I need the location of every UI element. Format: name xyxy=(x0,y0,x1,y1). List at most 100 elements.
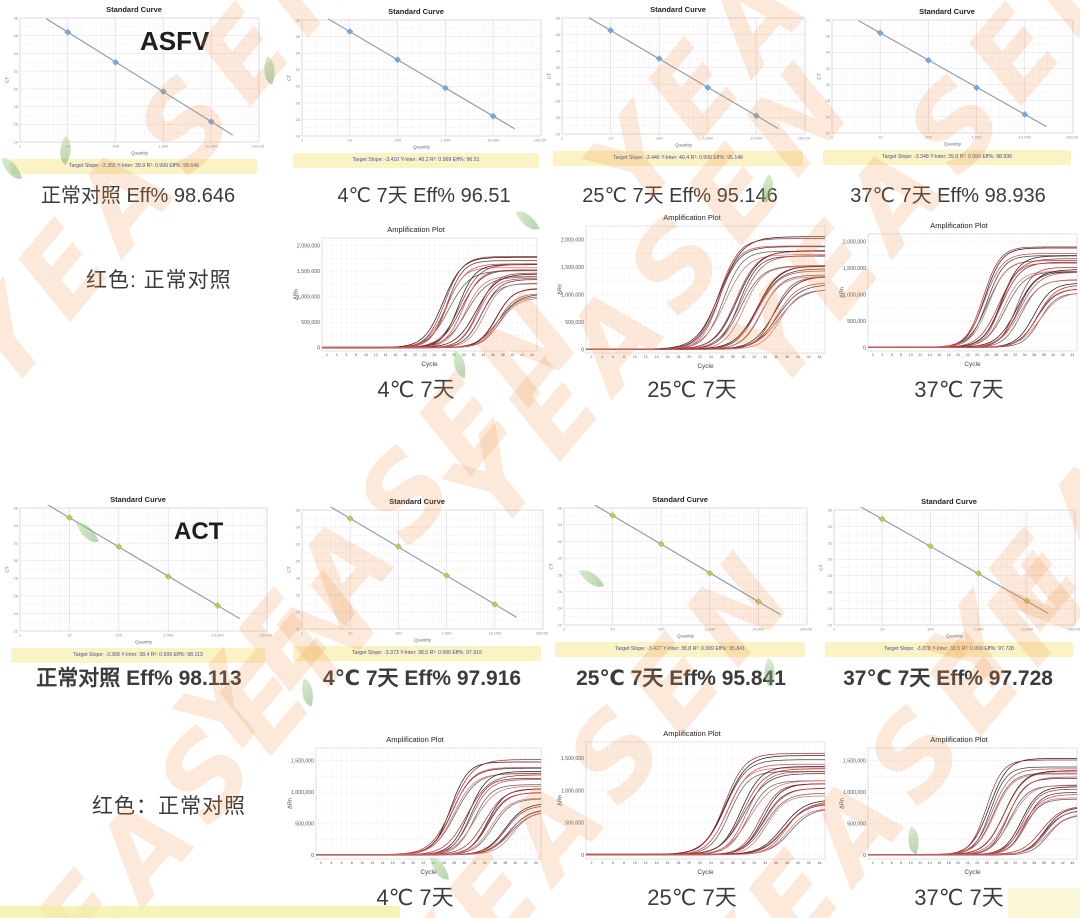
svg-text:24: 24 xyxy=(432,353,436,357)
svg-text:34: 34 xyxy=(763,355,767,359)
svg-text:1,500,000: 1,500,000 xyxy=(291,758,314,764)
standard-curve-chart: 22 24 26 28 30 32 34 36 1 10 100 1,000 10,000 100,000… xyxy=(5,505,272,645)
svg-text:34: 34 xyxy=(763,861,767,865)
svg-text:1,000,000: 1,000,000 xyxy=(561,788,584,794)
svg-text:28: 28 xyxy=(731,355,735,359)
svg-text:1,000,000: 1,000,000 xyxy=(297,295,320,301)
svg-text:36: 36 xyxy=(14,33,19,38)
svg-text:1,000,000: 1,000,000 xyxy=(843,790,866,796)
svg-text:26: 26 xyxy=(826,114,831,119)
svg-text:2,000,000: 2,000,000 xyxy=(297,243,320,249)
svg-text:8: 8 xyxy=(900,353,902,357)
svg-text:1,000: 1,000 xyxy=(440,138,451,143)
svg-text:26: 26 xyxy=(296,592,301,597)
svg-text:24: 24 xyxy=(826,130,831,135)
svg-text:10,000: 10,000 xyxy=(205,144,218,149)
act-amp-panel-25c: Amplification Plot 0 500,000 1,000,000 1,50… xyxy=(556,728,828,876)
svg-text:32: 32 xyxy=(472,353,476,357)
svg-text:30: 30 xyxy=(828,557,833,562)
svg-text:Cycle: Cycle xyxy=(421,361,438,368)
caption-asfv-amp-25c: 25℃ 7天 xyxy=(647,377,737,402)
standard-curve-chart: 22 24 26 28 30 32 34 36 1 10 100 1,000 10,000 100,000… xyxy=(549,505,812,639)
svg-text:100,000: 100,000 xyxy=(798,136,810,141)
svg-text:100: 100 xyxy=(395,631,402,636)
svg-text:36: 36 xyxy=(556,32,561,37)
asfv-amp-panel-37c: Amplification Plot 0 500,000 1,000,000 1,50… xyxy=(838,220,1080,368)
act-std-panel-25c: Standard Curve 22 24 26 28 30 32 34 36 1 10 100 1,0… xyxy=(548,494,812,658)
svg-text:36: 36 xyxy=(774,355,778,359)
svg-text:ΔRn: ΔRn xyxy=(294,289,300,300)
caption-act-std-normal: 正常对照 Eff% 98.113 xyxy=(36,667,242,690)
svg-text:16: 16 xyxy=(937,353,941,357)
svg-text:30: 30 xyxy=(462,353,466,357)
asfv-std-panel-4c: Standard Curve 24 26 28 30 32 34 36 38 1 10 100 1,0… xyxy=(286,6,546,169)
svg-text:34: 34 xyxy=(483,861,487,865)
svg-text:22: 22 xyxy=(14,628,19,633)
svg-text:22: 22 xyxy=(698,861,702,865)
svg-text:20: 20 xyxy=(687,355,691,359)
standard-curve-chart: 24 26 28 30 32 34 36 38 1 10 100 1,000 10,000 100,000… xyxy=(287,17,547,149)
svg-text:ΔRn: ΔRn xyxy=(558,284,564,295)
svg-text:100: 100 xyxy=(394,138,401,143)
standard-curve-chart: 22 24 26 28 30 32 34 36 1 10 100 1,000 10,000 100,000… xyxy=(819,507,1080,639)
svg-text:10: 10 xyxy=(878,135,883,140)
svg-text:36: 36 xyxy=(493,861,497,865)
svg-text:26: 26 xyxy=(720,861,724,865)
svg-text:10: 10 xyxy=(880,627,885,632)
plot-title: Standard Curve xyxy=(921,497,977,506)
svg-text:32: 32 xyxy=(752,861,756,865)
svg-text:34: 34 xyxy=(828,524,833,529)
svg-text:36: 36 xyxy=(774,861,778,865)
svg-text:44: 44 xyxy=(818,355,822,359)
svg-text:30: 30 xyxy=(296,84,301,89)
svg-text:8: 8 xyxy=(623,355,625,359)
svg-text:42: 42 xyxy=(1061,353,1065,357)
standard-curve-chart: 24 26 28 30 32 34 36 38 1 10 100 1,000 10,000 100,000… xyxy=(547,15,811,147)
svg-text:100,000: 100,000 xyxy=(1066,135,1078,140)
stats-bar: Target Slope: -3.410 Y-Inter: 40.2 R²: 0… xyxy=(293,153,539,168)
svg-text:38: 38 xyxy=(1042,861,1046,865)
svg-text:10: 10 xyxy=(610,627,615,632)
svg-text:38: 38 xyxy=(296,17,301,22)
plot-title: Amplification Plot xyxy=(930,221,988,230)
svg-text:1: 1 xyxy=(19,633,22,638)
svg-text:38: 38 xyxy=(14,15,19,20)
svg-text:0: 0 xyxy=(311,853,314,859)
svg-text:40: 40 xyxy=(1051,861,1055,865)
svg-text:32: 32 xyxy=(296,67,301,72)
svg-text:24: 24 xyxy=(432,861,436,865)
svg-text:1,000: 1,000 xyxy=(163,633,174,638)
svg-text:10,000: 10,000 xyxy=(750,136,763,141)
svg-text:28: 28 xyxy=(296,100,301,105)
svg-text:100: 100 xyxy=(115,633,122,638)
svg-text:20: 20 xyxy=(413,353,417,357)
svg-text:32: 32 xyxy=(473,861,477,865)
svg-text:32: 32 xyxy=(14,69,19,74)
svg-text:10,000: 10,000 xyxy=(1021,627,1034,632)
svg-text:4: 4 xyxy=(330,861,332,865)
svg-text:42: 42 xyxy=(1061,861,1065,865)
svg-text:8: 8 xyxy=(900,861,902,865)
caption-act-amp-25c: 25℃ 7天 xyxy=(647,885,737,910)
svg-text:26: 26 xyxy=(985,861,989,865)
svg-text:12: 12 xyxy=(370,861,374,865)
svg-text:28: 28 xyxy=(994,861,998,865)
svg-text:18: 18 xyxy=(676,355,680,359)
caption-asfv-std-37c: 37℃ 7天 Eff% 98.936 xyxy=(850,185,1046,207)
svg-text:10: 10 xyxy=(364,353,368,357)
svg-text:1,500,000: 1,500,000 xyxy=(561,756,584,762)
note-red-normal-control-asfv: 红色: 正常对照 xyxy=(86,269,232,292)
svg-text:2: 2 xyxy=(326,353,328,357)
svg-text:1: 1 xyxy=(831,135,834,140)
svg-text:10,000: 10,000 xyxy=(211,633,224,638)
svg-text:0: 0 xyxy=(317,346,320,352)
svg-text:28: 28 xyxy=(452,861,456,865)
svg-text:42: 42 xyxy=(807,355,811,359)
svg-text:40: 40 xyxy=(511,353,515,357)
svg-text:ΔRn: ΔRn xyxy=(288,798,294,809)
svg-text:500,000: 500,000 xyxy=(301,320,320,326)
plot-title: Standard Curve xyxy=(106,5,162,14)
svg-text:14: 14 xyxy=(928,861,932,865)
svg-text:30: 30 xyxy=(1004,861,1008,865)
